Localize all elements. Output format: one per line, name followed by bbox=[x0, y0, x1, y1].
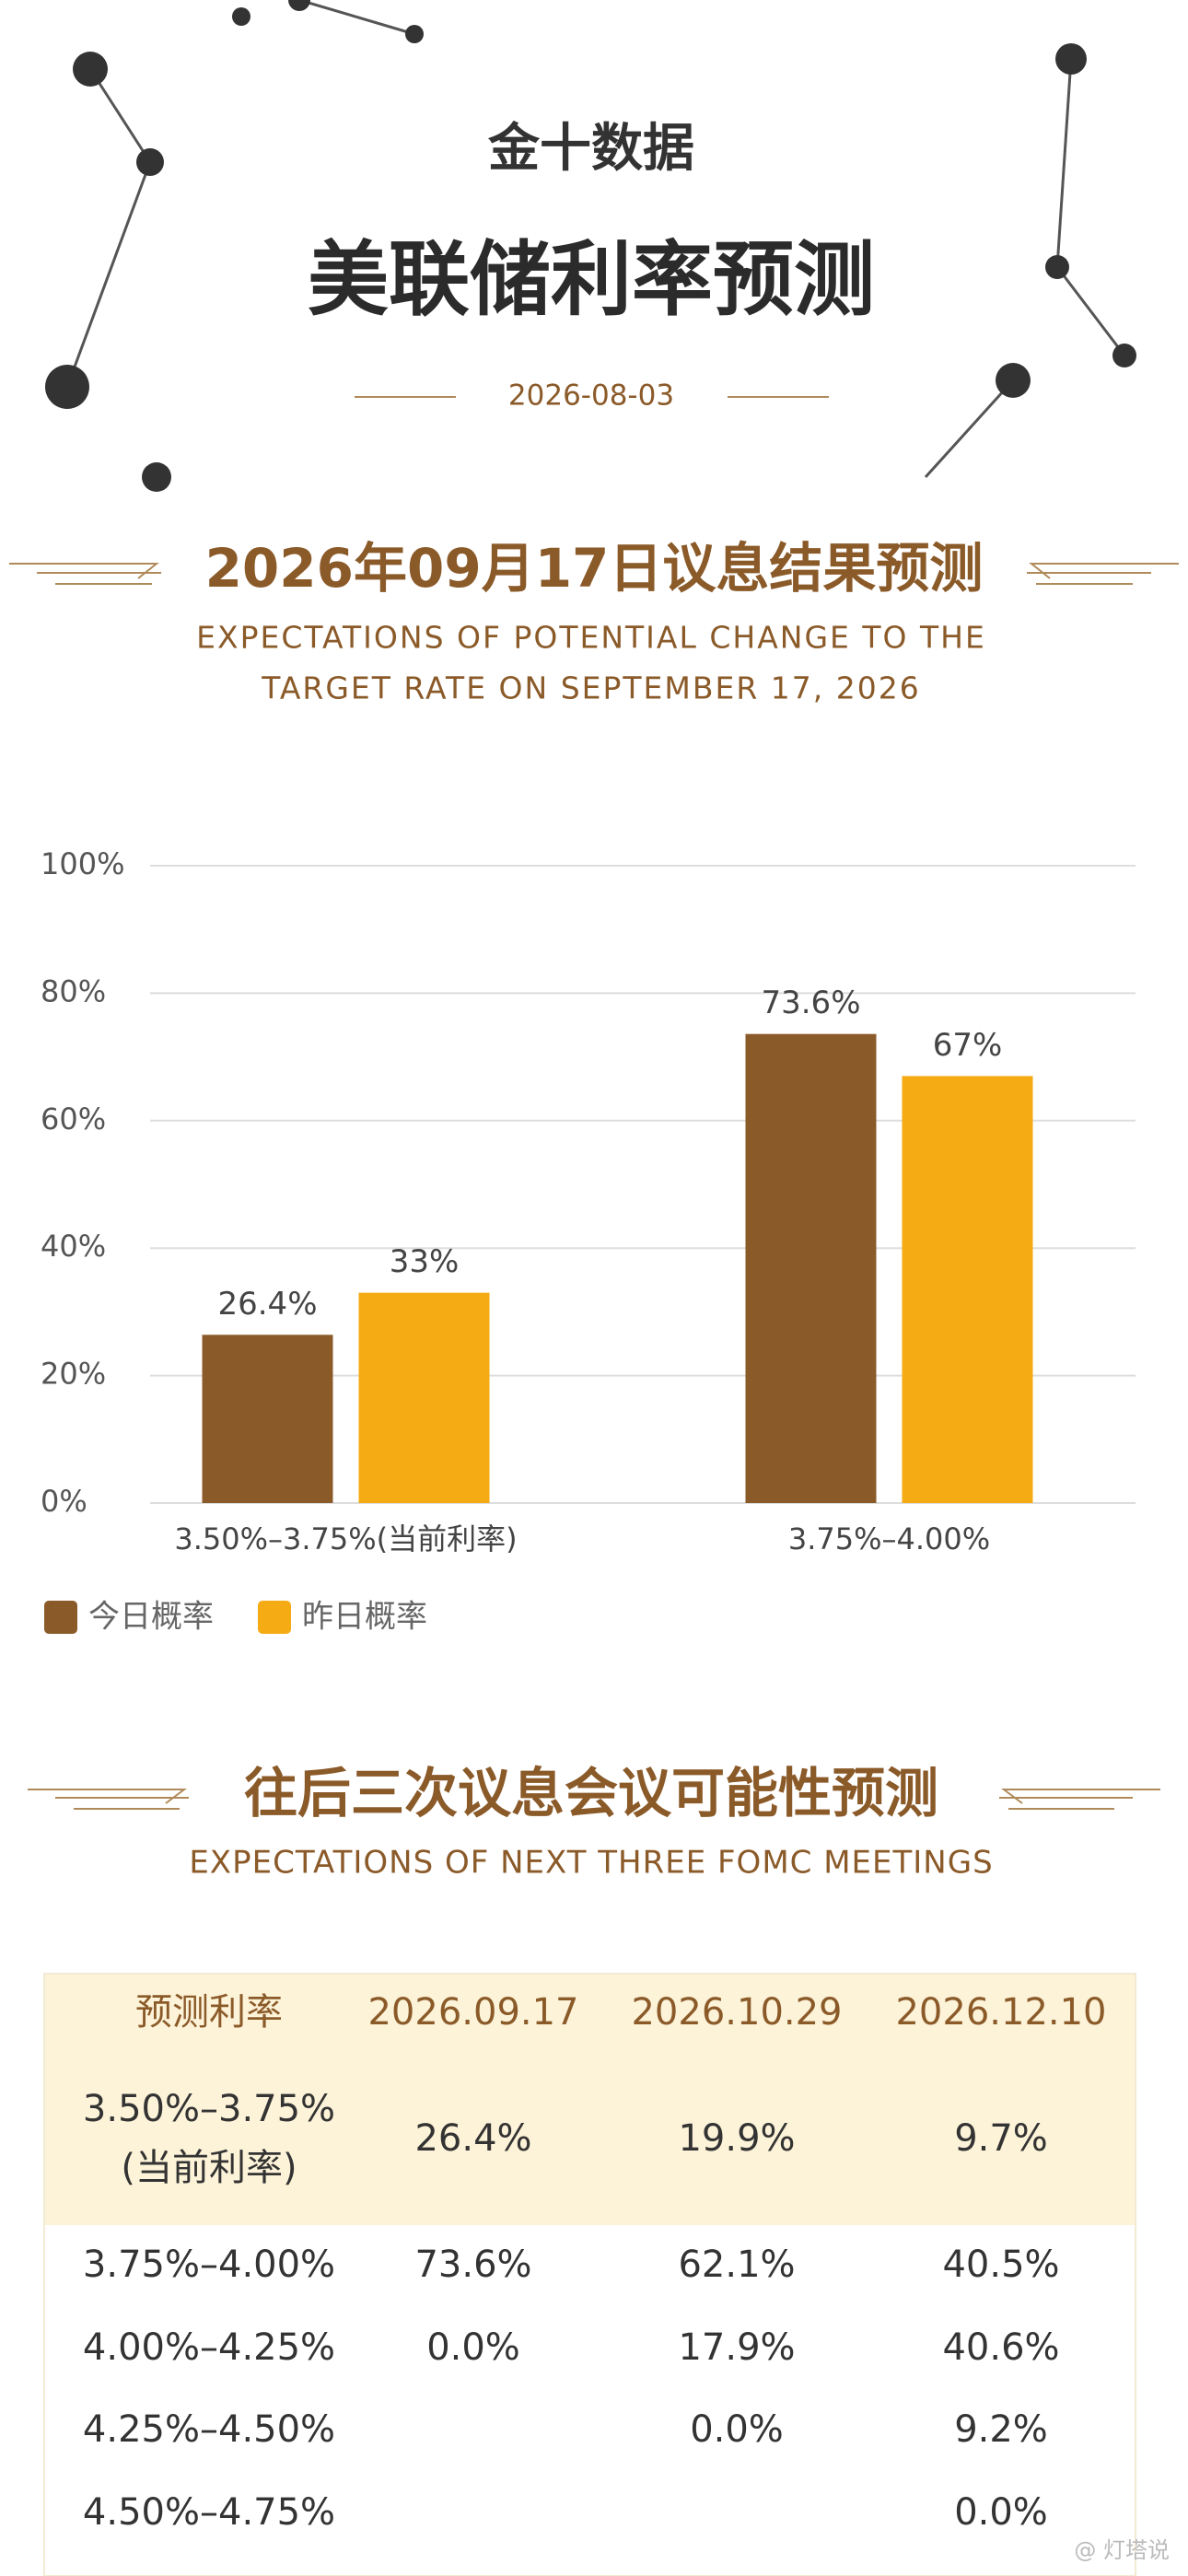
rate-label: 4.50%–4.75% bbox=[83, 2491, 335, 2534]
table-cell: 19.9% bbox=[678, 2117, 795, 2160]
table-header-bg bbox=[44, 1974, 1136, 2225]
bar bbox=[358, 1292, 490, 1503]
rate-label: 4.00%–4.25% bbox=[83, 2326, 335, 2369]
table-cell: 9.2% bbox=[954, 2408, 1048, 2451]
y-tick-label: 100% bbox=[41, 846, 124, 881]
table-cell: 17.9% bbox=[678, 2326, 795, 2369]
table-cell: 0.0% bbox=[426, 2326, 520, 2369]
table-cell: 0.0% bbox=[954, 2491, 1048, 2534]
legend-label: 今日概率 bbox=[88, 1599, 214, 1636]
value-label: 73.6% bbox=[761, 985, 860, 1021]
table-header: 2026.12.10 bbox=[895, 1991, 1106, 2034]
section-decoration bbox=[28, 1789, 1160, 1810]
section-title: 往后三次议息会议可能性预测 bbox=[244, 1762, 938, 1824]
table-cell: 9.7% bbox=[954, 2117, 1048, 2160]
value-label: 33% bbox=[390, 1243, 460, 1280]
x-tick-label: 3.50%–3.75%(当前利率) bbox=[174, 1521, 517, 1556]
legend-label: 昨日概率 bbox=[302, 1599, 427, 1636]
section-decoration bbox=[9, 563, 1179, 585]
y-tick-label: 20% bbox=[41, 1357, 106, 1392]
legend-swatch bbox=[258, 1601, 291, 1634]
rate-label: 3.50%–3.75% bbox=[83, 2088, 335, 2130]
table-border bbox=[43, 1973, 1136, 2576]
table-cell: 26.4% bbox=[414, 2117, 531, 2160]
chart-subtitle: TARGET RATE ON SEPTEMBER 17, 2026 bbox=[261, 670, 920, 706]
rate-label: 4.25%–4.50% bbox=[83, 2408, 335, 2451]
rate-label: 3.75%–4.00% bbox=[83, 2244, 335, 2286]
value-label: 26.4% bbox=[217, 1286, 317, 1323]
legend-swatch bbox=[44, 1601, 77, 1634]
y-tick-label: 60% bbox=[41, 1102, 106, 1136]
value-label: 67% bbox=[933, 1027, 1003, 1064]
decoration bbox=[45, 0, 1136, 492]
date: 2026-08-03 bbox=[508, 379, 674, 413]
section-subtitle: EXPECTATIONS OF NEXT THREE FOMC MEETINGS bbox=[189, 1845, 993, 1882]
chart-subtitle: EXPECTATIONS OF POTENTIAL CHANGE TO THE bbox=[196, 620, 986, 656]
table-header: 2026.10.29 bbox=[631, 1991, 842, 2034]
rate-note: (当前利率) bbox=[121, 2147, 297, 2189]
table-cell: 73.6% bbox=[414, 2244, 531, 2286]
watermark: @ 灯塔说 bbox=[1074, 2537, 1170, 2563]
bar bbox=[202, 1335, 333, 1503]
bar bbox=[745, 1033, 877, 1503]
table-cell: 40.5% bbox=[942, 2244, 1059, 2286]
x-tick-label: 3.75%–4.00% bbox=[788, 1521, 990, 1556]
y-tick-label: 40% bbox=[41, 1229, 106, 1264]
table-cell: 40.6% bbox=[942, 2326, 1059, 2369]
table-header: 预测利率 bbox=[135, 1991, 283, 2034]
bar-chart: 0% 20% 40% 60% 80% 100% 3.50%–3.75%(当前利率) 26.4%… bbox=[41, 846, 1136, 1636]
table-header: 2026.09.17 bbox=[367, 1991, 578, 2034]
table-cell: 0.0% bbox=[690, 2408, 784, 2451]
page-title: 美联储利率预测 bbox=[308, 232, 875, 327]
y-tick-label: 0% bbox=[41, 1484, 87, 1519]
chart-title: 2026年09月17日议息结果预测 bbox=[205, 537, 984, 600]
brand: 金十数据 bbox=[487, 119, 694, 179]
table: 预测利率 2026.09.17 2026.10.29 2026.12.10 3.50%–… bbox=[83, 1991, 1107, 2534]
bar bbox=[902, 1076, 1033, 1503]
y-tick-label: 80% bbox=[41, 973, 106, 1008]
table-cell: 62.1% bbox=[678, 2244, 795, 2286]
